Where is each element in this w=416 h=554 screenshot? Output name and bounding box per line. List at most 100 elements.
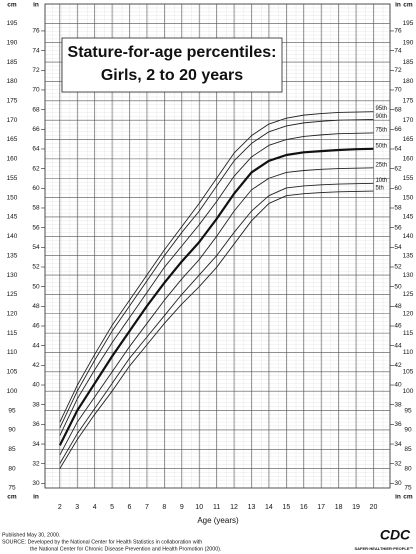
y2-tick-label: 58 xyxy=(32,205,40,212)
y2-tick-label: 38 xyxy=(32,401,40,408)
y2-tick-label-right: 56 xyxy=(394,224,402,231)
unit-label: cm xyxy=(403,2,413,9)
unit-label: in xyxy=(33,2,39,9)
x-tick-label: 6 xyxy=(128,504,132,511)
y-tick-label: 110 xyxy=(7,349,18,356)
y2-tick-label-right: 66 xyxy=(394,126,402,133)
y-tick-label: 190 xyxy=(7,39,18,46)
percentile-line xyxy=(59,182,374,464)
x-tick-label: 4 xyxy=(93,504,97,511)
x-tick-label: 20 xyxy=(370,504,378,511)
x-tick-label: 8 xyxy=(162,504,166,511)
y-tick-label-right: 105 xyxy=(403,369,414,376)
y-tick-label-right: 135 xyxy=(403,252,414,259)
percentile-label: 75th xyxy=(375,128,387,134)
unit-label: cm xyxy=(7,2,17,9)
y-tick-label-right: 120 xyxy=(403,310,414,317)
y-tick-label: 145 xyxy=(7,214,18,221)
y-tick-label-right: 115 xyxy=(403,330,414,337)
unit-label: in xyxy=(33,494,39,501)
y-tick-label: 185 xyxy=(7,59,18,66)
y-tick-label: 195 xyxy=(7,20,18,27)
y-tick-label: 155 xyxy=(7,175,18,182)
footer-line: SOURCE: Developed by the National Center… xyxy=(2,539,202,545)
y2-tick-label: 54 xyxy=(32,244,40,251)
title-box xyxy=(61,37,283,93)
y-tick-label: 140 xyxy=(7,233,18,240)
logo: CDC xyxy=(380,527,411,543)
y-tick-label-right: 190 xyxy=(403,39,414,46)
x-tick-label: 17 xyxy=(317,504,325,511)
y2-tick-label-right: 40 xyxy=(394,382,402,389)
x-tick-label: 11 xyxy=(213,504,220,511)
y-tick-label: 115 xyxy=(7,330,18,337)
unit-label: cm xyxy=(403,494,413,501)
y-tick-label-right: 110 xyxy=(403,349,414,356)
logo-tagline: SAFER·HEALTHIER·PEOPLE™ xyxy=(354,546,413,551)
x-tick-label: 3 xyxy=(75,504,79,511)
y-tick-label-right: 155 xyxy=(403,175,414,182)
percentile-line xyxy=(59,132,374,436)
y-tick-label: 75 xyxy=(8,485,16,492)
x-tick-label: 5 xyxy=(110,504,114,511)
x-tick-label: 16 xyxy=(300,504,308,511)
y2-tick-label: 40 xyxy=(32,382,40,389)
y-tick-label-right: 165 xyxy=(403,136,414,143)
x-tick-label: 12 xyxy=(230,504,238,511)
y2-tick-label: 50 xyxy=(32,283,40,290)
y2-tick-label: 64 xyxy=(32,146,40,153)
y2-tick-label-right: 72 xyxy=(394,67,402,74)
y-tick-label: 160 xyxy=(7,156,18,163)
y2-tick-label: 48 xyxy=(32,303,40,310)
chart-subtitle: Girls, 2 to 20 years xyxy=(101,67,243,84)
y-tick-label-right: 175 xyxy=(403,98,414,105)
y2-tick-label-right: 74 xyxy=(394,47,402,54)
y-tick-label-right: 100 xyxy=(403,388,414,395)
percentile-line xyxy=(58,147,374,446)
y-tick-label-right: 130 xyxy=(403,272,414,279)
y2-tick-label-right: 52 xyxy=(394,264,402,271)
y2-tick-label-right: 58 xyxy=(394,205,402,212)
x-tick-label: 14 xyxy=(265,504,273,511)
percentile-label: 50th xyxy=(375,143,387,149)
y2-tick-label-right: 70 xyxy=(394,87,402,94)
y2-tick-label: 46 xyxy=(32,323,40,330)
y2-tick-label: 32 xyxy=(32,460,40,467)
percentile-line xyxy=(59,167,374,456)
y-tick-label-right: 160 xyxy=(403,156,414,163)
y2-tick-label-right: 62 xyxy=(394,165,402,172)
y-tick-label-right: 195 xyxy=(403,20,414,27)
x-tick-label: 15 xyxy=(282,504,290,511)
y-tick-label: 125 xyxy=(7,291,18,298)
y2-tick-label-right: 54 xyxy=(394,244,402,251)
percentile-label: 25th xyxy=(375,162,387,168)
y2-tick-label-right: 30 xyxy=(394,480,402,487)
y-tick-label: 175 xyxy=(7,98,18,105)
y-tick-label: 180 xyxy=(7,78,18,85)
unit-label: cm xyxy=(7,494,17,501)
y2-tick-label-right: 44 xyxy=(394,342,402,349)
y2-tick-label-right: 36 xyxy=(394,421,402,428)
y-tick-label-right: 85 xyxy=(404,446,412,453)
y2-tick-label-right: 60 xyxy=(394,185,402,192)
footer-line: Published May 30, 2000. xyxy=(2,532,60,538)
y2-tick-label: 36 xyxy=(32,421,40,428)
x-tick-label: 18 xyxy=(335,504,343,511)
y2-tick-label: 42 xyxy=(32,362,40,369)
x-tick-label: 7 xyxy=(145,504,149,511)
x-tick-label: 10 xyxy=(195,504,203,511)
y-tick-label-right: 170 xyxy=(403,117,414,124)
y2-tick-label: 52 xyxy=(32,264,40,271)
y2-tick-label: 72 xyxy=(32,67,40,74)
y2-tick-label-right: 76 xyxy=(394,28,402,35)
y-tick-label-right: 185 xyxy=(403,59,414,66)
y2-tick-label: 44 xyxy=(32,342,40,349)
y-tick-label: 130 xyxy=(7,272,18,279)
y2-tick-label: 70 xyxy=(32,87,40,94)
y-tick-label: 80 xyxy=(8,465,16,472)
y2-tick-label-right: 46 xyxy=(394,323,402,330)
x-axis-label: Age (years) xyxy=(197,516,239,525)
percentile-line xyxy=(59,111,374,423)
y2-tick-label: 62 xyxy=(32,165,40,172)
